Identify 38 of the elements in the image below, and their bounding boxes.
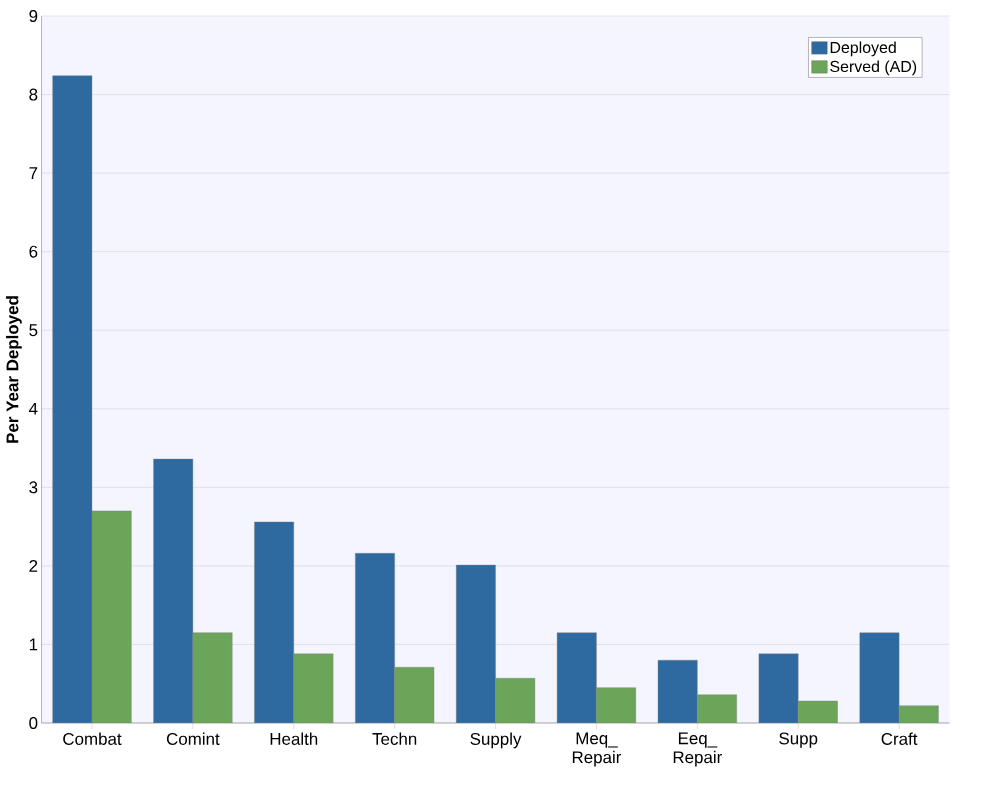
bar [456,564,496,723]
bar [293,653,334,723]
bar [394,667,435,723]
x-tick-label: Supp [779,732,818,748]
bar [52,75,93,723]
y-tick-label: 9 [29,9,38,22]
x-tick-label: Comint [166,732,220,745]
bar [495,678,536,723]
y-tick-label: 5 [29,324,38,337]
legend-label: Served (AD) [830,60,917,76]
bar [697,694,737,723]
bar [192,632,233,723]
bar [758,653,799,723]
x-tick-label: Techn [372,732,417,745]
x-tick-label: Combat [63,732,122,745]
bar [657,659,698,723]
bar [596,687,636,723]
y-tick-label: 2 [29,559,38,572]
bar [355,553,395,723]
x-tick-label: Craft [881,732,918,745]
bar [556,632,597,723]
bar [153,458,194,723]
y-tick-label: 7 [29,167,38,179]
x-tick-label: Eeq_ Repair [673,732,722,767]
y-tick-label: 0 [29,717,38,729]
x-tick-label: Health [270,732,318,745]
y-tick-label: 8 [29,88,38,101]
bar [91,510,132,723]
y-tick-label: 4 [29,402,38,415]
y-axis-title: Per Year Deployed [6,296,22,443]
y-tick-label: 1 [29,638,38,651]
y-tick-label: 3 [29,481,38,494]
bar [254,521,294,723]
y-tick-label: 6 [29,245,38,258]
x-tick-label: Meq_ Repair [572,732,622,767]
bar [859,632,900,723]
x-tick-label: Supply [470,732,522,749]
legend-label: Deployed [830,41,896,57]
